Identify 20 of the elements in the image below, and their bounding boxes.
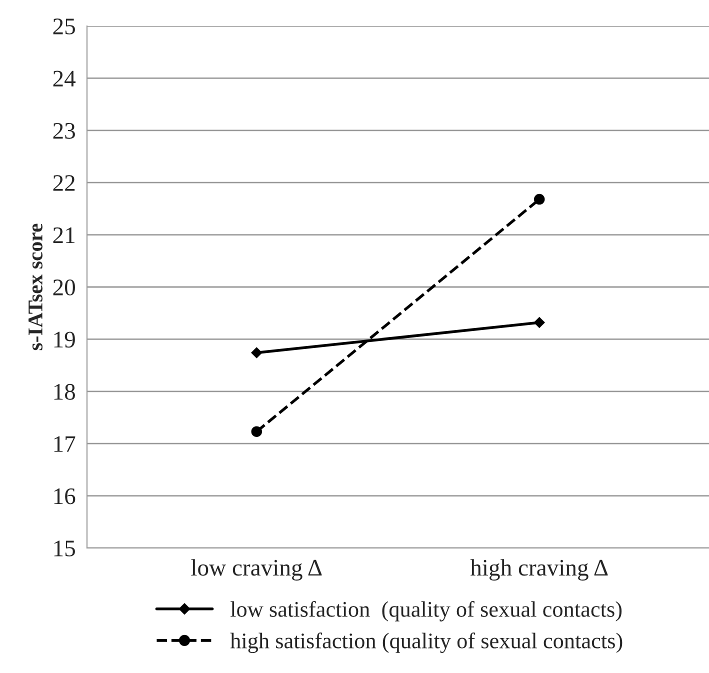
y-tick-label: 25 [53, 18, 75, 34]
y-tick-label: 17 [54, 436, 76, 452]
y-tick-label: 23 [53, 122, 75, 139]
legend-label: high satisfaction (quality of sexual contacts) [230, 632, 622, 653]
y-tick-label: 19 [54, 332, 75, 348]
y-tick-label: 15 [54, 540, 75, 556]
point [534, 194, 545, 205]
point [534, 317, 545, 328]
x-tick-label: low craving Δ [191, 559, 322, 581]
point [251, 426, 262, 437]
y-tick-label: 16 [54, 488, 76, 504]
x-tick-label: high craving Δ [470, 559, 608, 581]
y-tick-label: 20 [53, 279, 75, 296]
y-tick-label: 18 [54, 384, 75, 400]
legend-label: low satisfaction (quality of sexual contacts) [230, 601, 622, 622]
y-tick-label: 22 [53, 175, 75, 191]
y-axis-title: s-IATsex score [28, 224, 42, 350]
y-tick-label: 21 [53, 227, 74, 243]
y-tick-label: 24 [53, 70, 76, 86]
point [251, 347, 262, 358]
